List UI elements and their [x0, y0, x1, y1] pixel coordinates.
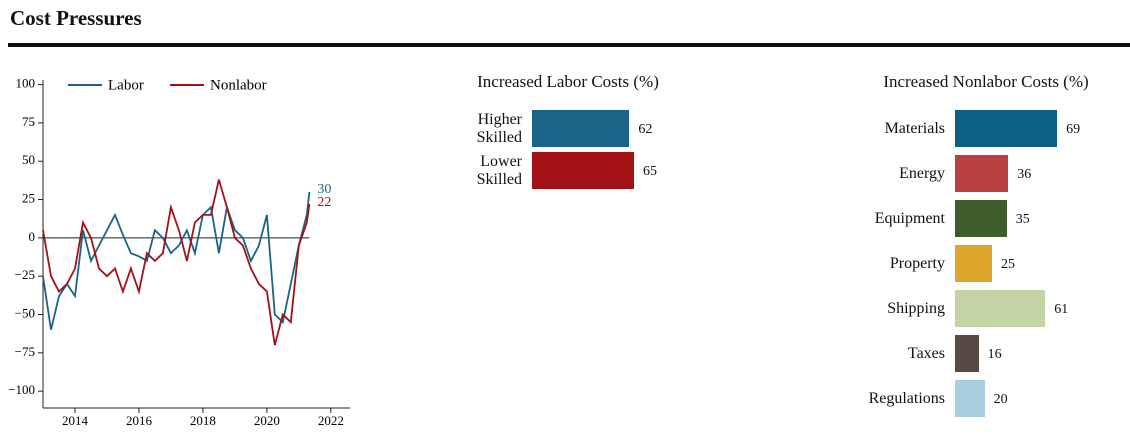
page-title: Cost Pressures — [10, 6, 142, 30]
category-label: Property — [889, 254, 945, 272]
x-tick-label: 2022 — [318, 413, 344, 428]
bar — [955, 155, 1009, 192]
y-tick-label: 50 — [22, 152, 35, 167]
value-label: 61 — [1054, 301, 1069, 317]
value-label: 62 — [638, 121, 653, 137]
x-tick-label: 2018 — [190, 413, 216, 428]
category-label: Higher Skilled — [476, 110, 522, 146]
category-label: Lower Skilled — [476, 152, 522, 188]
series-line — [42, 179, 311, 346]
bar — [955, 110, 1058, 147]
value-label: 16 — [987, 346, 1002, 362]
value-label: 20 — [993, 391, 1008, 407]
y-tick-label: 100 — [16, 76, 36, 91]
category-label: Taxes — [907, 344, 945, 362]
y-tick-label: −75 — [15, 344, 35, 359]
value-label: 69 — [1066, 121, 1081, 137]
title-rule — [8, 43, 1130, 47]
y-tick-label: 25 — [22, 191, 35, 206]
category-label: Shipping — [887, 299, 945, 317]
bar — [955, 290, 1046, 327]
category-label: Materials — [884, 119, 945, 137]
value-label: 35 — [1015, 211, 1030, 227]
bar-chart-title: Increased Labor Costs (%) — [477, 72, 659, 91]
legend-label: Nonlabor — [210, 77, 267, 93]
end-label: 30 — [317, 182, 331, 197]
y-tick-label: 0 — [29, 229, 36, 244]
bar — [532, 110, 630, 147]
value-label: 36 — [1017, 166, 1032, 182]
value-label: 65 — [643, 163, 658, 179]
y-tick-label: −50 — [15, 305, 35, 320]
y-tick-label: −25 — [15, 267, 35, 282]
end-label: 22 — [317, 195, 331, 210]
bar — [955, 335, 979, 372]
x-tick-label: 2016 — [126, 413, 153, 428]
legend-label: Labor — [108, 77, 144, 93]
bar-chart-title: Increased Nonlabor Costs (%) — [883, 72, 1089, 91]
x-tick-label: 2014 — [62, 413, 89, 428]
value-label: 25 — [1001, 256, 1015, 272]
series-line — [42, 191, 311, 331]
bar — [955, 200, 1007, 237]
y-tick-label: −100 — [8, 382, 35, 397]
bar — [955, 380, 985, 417]
line-chart: −100 −75 −50 −25 0 25 50 75 100 2014 2016 2018 2020 2… — [8, 76, 350, 428]
bar — [532, 152, 635, 189]
bar — [955, 245, 992, 282]
y-tick-label: 75 — [22, 114, 35, 129]
category-label: Energy — [899, 164, 945, 182]
x-tick-label: 2020 — [254, 413, 280, 428]
category-label: Regulations — [868, 389, 945, 407]
category-label: Equipment — [874, 209, 945, 227]
